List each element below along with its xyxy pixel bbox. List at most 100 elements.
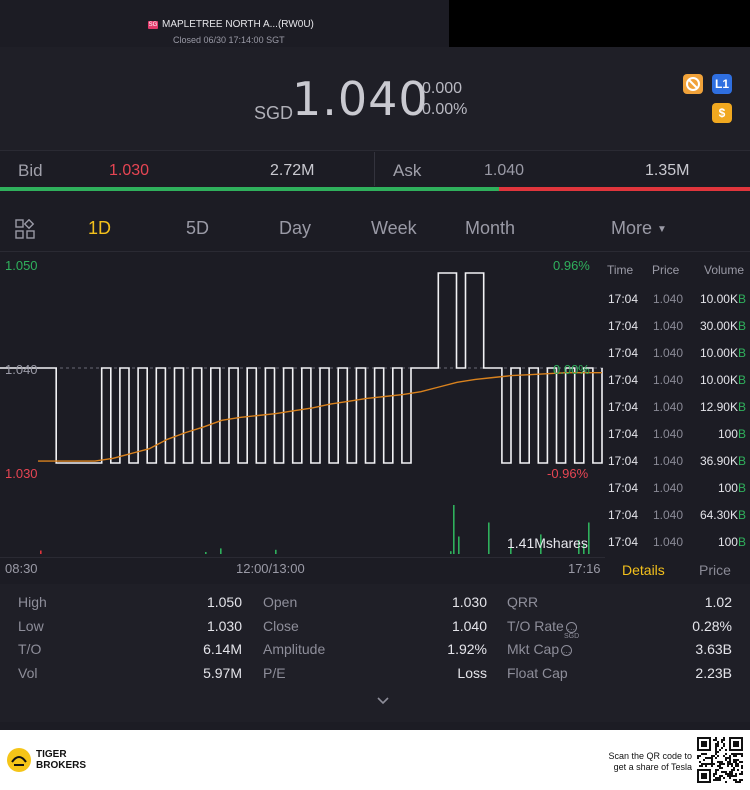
top-bar-blank	[449, 0, 750, 47]
qr-module	[723, 743, 725, 745]
qr-module	[727, 761, 729, 763]
qr-module	[733, 741, 739, 747]
qr-module	[737, 781, 739, 783]
price-change-percent: 0.00%	[422, 101, 468, 118]
qr-module	[725, 773, 727, 775]
ticker-time: 17:04	[608, 427, 639, 441]
qr-module	[721, 741, 723, 743]
volume-bar	[540, 534, 542, 554]
tab-more[interactable]: More ▼	[611, 218, 667, 239]
qr-module	[737, 763, 739, 765]
qr-module	[715, 739, 717, 741]
brand-line-1: TIGER	[36, 749, 67, 760]
ticker-price: 1.040	[653, 481, 684, 495]
tab-details[interactable]: Details	[622, 562, 665, 578]
qr-module	[725, 759, 727, 761]
average-price-line	[38, 372, 602, 462]
qr-module	[741, 765, 743, 767]
ticker-volume-value: 12.90K	[699, 400, 738, 414]
volume-bar	[488, 522, 490, 554]
stat-label-text: QRR	[507, 594, 539, 610]
stock-title[interactable]: SG MAPLETREE NORTH A...(RW0U)	[148, 19, 314, 30]
tiger-logo-icon	[7, 748, 31, 772]
qr-module	[733, 759, 735, 761]
ticker-time: 17:04	[608, 481, 639, 495]
qr-module	[741, 779, 743, 781]
volume-bar	[220, 548, 222, 554]
ticker-row: 17:04 1.040 36.90KB	[604, 454, 750, 481]
tab-week[interactable]: Week	[371, 218, 417, 238]
stat-label: Mkt Cap… SGD	[507, 633, 579, 657]
tab-month[interactable]: Month	[465, 218, 516, 238]
stat-label: Close	[263, 618, 299, 634]
qr-module	[717, 761, 719, 763]
ticker-side: B	[737, 400, 746, 414]
tab-1d[interactable]: 1D	[88, 218, 112, 238]
qr-module	[731, 763, 733, 765]
scan-text: Scan the QR code to get a share of Tesla	[608, 751, 692, 773]
ticker-price: 1.040	[653, 400, 684, 414]
qr-module	[739, 753, 741, 755]
tab-5d[interactable]: 5D	[186, 218, 210, 238]
y-axis-high: 1.050	[5, 258, 38, 273]
stat-label: High	[18, 594, 47, 610]
qr-module	[717, 743, 719, 745]
stat-label-text: Mkt Cap	[507, 641, 560, 657]
ticker-volume-value: 10.00K	[699, 373, 738, 387]
qr-module	[725, 781, 727, 783]
layout-grid-icon[interactable]	[15, 219, 35, 239]
ticker-side: B	[737, 346, 746, 360]
qr-module	[713, 775, 715, 777]
time-mid: 12:00/13:00	[236, 561, 305, 576]
dollar-icon[interactable]: $	[712, 103, 732, 123]
info-icon[interactable]: …	[565, 621, 577, 633]
qr-module	[741, 773, 743, 775]
mkt-cap-unit: SGD	[564, 633, 580, 640]
period-tabs	[0, 200, 750, 252]
level1-icon[interactable]: L1	[712, 74, 732, 94]
ticker-volume-value: 100	[717, 427, 738, 441]
qr-module	[731, 771, 733, 773]
tab-day[interactable]: Day	[279, 218, 312, 238]
qr-module	[721, 763, 723, 765]
stat-label: T/O	[18, 641, 41, 657]
qr-code-icon[interactable]	[697, 737, 743, 783]
qr-module	[715, 737, 717, 739]
ticker-volume-value: 100	[717, 535, 738, 549]
time-start: 08:30	[5, 561, 38, 576]
stat-label-text: Low	[18, 618, 44, 634]
info-icon[interactable]: …	[561, 644, 573, 656]
bid-ask-bar	[0, 150, 750, 192]
ticker-volume: 10.00KB	[700, 346, 746, 360]
ticker-side: B	[737, 535, 746, 549]
qr-module	[735, 775, 737, 777]
intraday-chart[interactable]	[0, 253, 605, 557]
tab-more-label: More	[611, 218, 653, 238]
stat-label: Open	[263, 594, 297, 610]
y-axis-mid: 1.040	[5, 362, 38, 377]
qr-module	[723, 737, 725, 739]
volume-bar	[510, 547, 512, 554]
ticker-side: B	[737, 292, 746, 306]
tab-price[interactable]: Price	[699, 562, 731, 578]
volume-bar	[458, 536, 460, 554]
ticker-volume-value: 64.30K	[699, 508, 738, 522]
stat-value: 6.14M	[203, 641, 242, 657]
qr-module	[719, 763, 721, 765]
qr-module	[741, 753, 743, 755]
ticker-price: 1.040	[653, 508, 684, 522]
ticker-volume-value: 36.90K	[699, 454, 738, 468]
chevron-down-icon[interactable]	[377, 695, 389, 707]
stat-label-text: T/O	[18, 641, 42, 657]
stats-panel	[0, 584, 750, 722]
qr-module	[723, 777, 725, 779]
qr-module	[701, 763, 703, 765]
qr-module	[711, 755, 713, 757]
ticker-price: 1.040	[653, 427, 684, 441]
qr-module	[741, 767, 743, 769]
ticker-volume-value: 10.00K	[699, 292, 738, 306]
no-short-icon[interactable]	[683, 74, 703, 94]
qr-module	[717, 769, 719, 771]
qr-module	[713, 779, 715, 781]
y-axis-low: 1.030	[5, 466, 38, 481]
